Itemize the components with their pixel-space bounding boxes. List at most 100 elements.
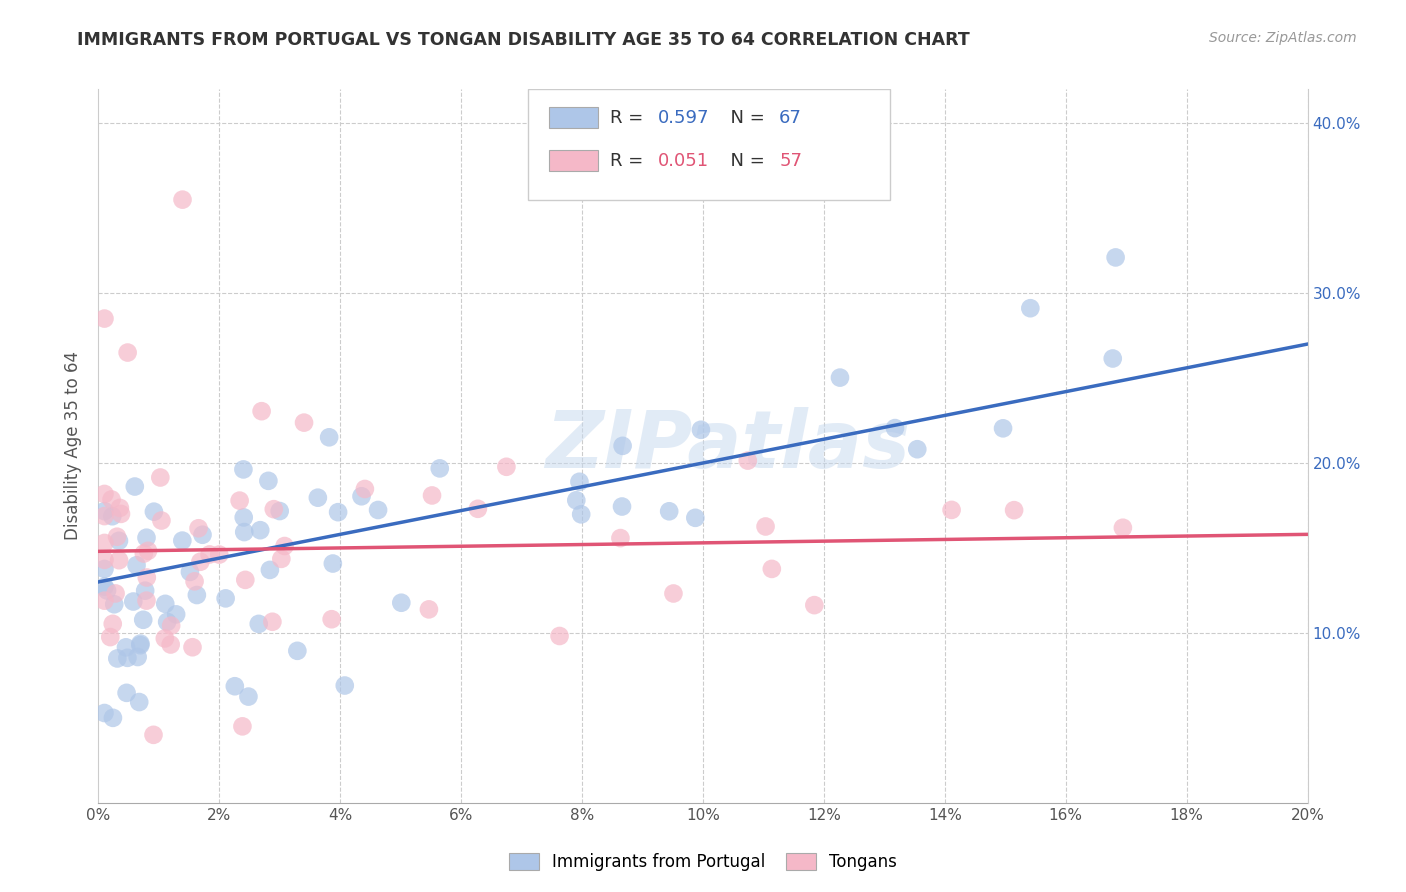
Point — [224, 679, 246, 693]
Text: N =: N = — [718, 152, 770, 169]
FancyBboxPatch shape — [550, 150, 598, 171]
Point — [110, 507, 132, 521]
Point — [612, 439, 634, 453]
Point — [905, 442, 928, 457]
Legend: Immigrants from Portugal, Tongans: Immigrants from Portugal, Tongans — [501, 845, 905, 880]
Point — [292, 416, 315, 430]
Point — [93, 509, 115, 524]
Point — [135, 593, 157, 607]
Point — [214, 591, 236, 606]
Point — [610, 500, 633, 514]
Point — [232, 510, 254, 524]
Point — [354, 482, 377, 496]
Point — [93, 562, 115, 576]
Point — [250, 404, 273, 418]
Point — [153, 632, 176, 646]
Point — [132, 547, 155, 561]
Text: ZIPatlas: ZIPatlas — [544, 407, 910, 485]
Point — [231, 719, 253, 733]
Point — [142, 505, 165, 519]
Point — [104, 586, 127, 600]
Point — [262, 615, 284, 629]
Point — [609, 531, 631, 545]
Point — [100, 492, 122, 507]
Point — [117, 650, 139, 665]
Point — [103, 597, 125, 611]
Point — [93, 487, 115, 501]
Point — [183, 574, 205, 589]
Point — [128, 695, 150, 709]
Point — [941, 503, 963, 517]
Point — [828, 370, 851, 384]
Point — [93, 504, 115, 518]
Point — [93, 536, 115, 550]
Point — [198, 548, 221, 562]
Point — [181, 640, 204, 655]
Point — [125, 558, 148, 573]
Point — [257, 474, 280, 488]
Point — [96, 583, 118, 598]
Point — [1112, 521, 1135, 535]
Point — [662, 586, 685, 600]
Point — [142, 728, 165, 742]
Point — [321, 612, 343, 626]
Text: 57: 57 — [779, 152, 803, 169]
FancyBboxPatch shape — [550, 107, 598, 128]
Point — [134, 583, 156, 598]
Point — [884, 421, 907, 435]
Point — [156, 615, 179, 629]
Point — [333, 679, 356, 693]
Point — [690, 423, 713, 437]
Point — [93, 553, 115, 567]
Text: Source: ZipAtlas.com: Source: ZipAtlas.com — [1209, 31, 1357, 45]
Point — [93, 593, 115, 607]
Point — [285, 644, 308, 658]
Point — [1002, 503, 1025, 517]
Point — [259, 563, 281, 577]
Point — [658, 504, 681, 518]
Point — [150, 514, 173, 528]
Point — [263, 502, 285, 516]
Point — [318, 430, 340, 444]
Point — [136, 544, 159, 558]
Point — [467, 501, 489, 516]
Text: R =: R = — [610, 109, 650, 127]
Point — [101, 616, 124, 631]
Point — [569, 508, 592, 522]
Point — [270, 552, 292, 566]
Point — [135, 531, 157, 545]
Point — [208, 548, 231, 562]
Point — [991, 421, 1014, 435]
Point — [429, 461, 451, 475]
Point — [755, 519, 778, 533]
Point — [307, 491, 329, 505]
Point — [803, 598, 825, 612]
Point — [233, 524, 256, 539]
Point — [179, 565, 201, 579]
Text: R =: R = — [610, 152, 650, 169]
Point — [326, 505, 349, 519]
Point — [190, 555, 212, 569]
Point — [127, 650, 149, 665]
Point — [101, 509, 124, 524]
Point — [93, 706, 115, 720]
Text: 0.597: 0.597 — [658, 109, 710, 127]
Point — [495, 459, 517, 474]
Point — [101, 711, 124, 725]
Text: IMMIGRANTS FROM PORTUGAL VS TONGAN DISABILITY AGE 35 TO 64 CORRELATION CHART: IMMIGRANTS FROM PORTUGAL VS TONGAN DISAB… — [77, 31, 970, 49]
Point — [238, 690, 260, 704]
Point — [159, 638, 181, 652]
Point — [418, 602, 440, 616]
Point — [108, 500, 131, 515]
Point — [232, 462, 254, 476]
Point — [129, 638, 152, 652]
Point — [389, 596, 412, 610]
Point — [233, 573, 256, 587]
Point — [115, 686, 138, 700]
Point — [172, 193, 194, 207]
Y-axis label: Disability Age 35 to 64: Disability Age 35 to 64 — [65, 351, 83, 541]
Point — [98, 630, 121, 644]
Text: 67: 67 — [779, 109, 801, 127]
Point — [1101, 351, 1123, 366]
Point — [155, 597, 177, 611]
